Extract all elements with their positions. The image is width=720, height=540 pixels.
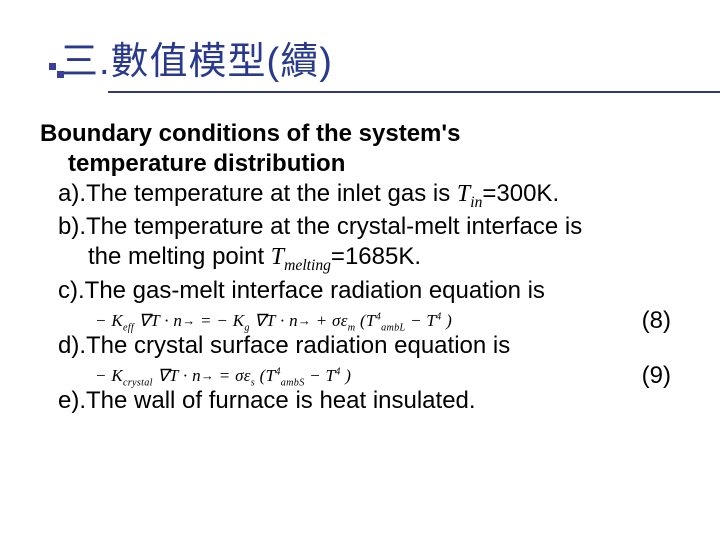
- body-heading-line1: Boundary conditions of the system's: [40, 119, 685, 149]
- eq9-m3: (T: [255, 366, 275, 385]
- item-b-line1: b).The temperature at the crystal-melt i…: [40, 212, 685, 242]
- eq8-a2: →: [298, 313, 311, 328]
- item-b-post: =1685K.: [331, 243, 421, 270]
- slide-title-block: 三.數值模型(續): [0, 0, 720, 103]
- bullet-icon: [48, 62, 66, 80]
- eq8-a1: →: [182, 313, 195, 328]
- item-b-pre: the melting point: [88, 243, 271, 270]
- eq8-m2: = − K: [196, 311, 245, 330]
- body-heading-line2: temperature distribution: [40, 149, 685, 179]
- eq8-sup1: 4: [376, 311, 381, 322]
- item-a: a).The temperature at the inlet gas is T…: [40, 179, 685, 212]
- item-a-pre: a).The temperature at the inlet gas is: [58, 180, 457, 207]
- eq9-m4: − T: [305, 366, 336, 385]
- item-a-post: =300K.: [482, 180, 559, 207]
- eq8-p1: − K: [95, 311, 123, 330]
- eq9-m5: ): [341, 366, 352, 385]
- eq8-m6: − T: [406, 311, 437, 330]
- eq8-m5: (T: [355, 311, 375, 330]
- item-b-line2: the melting point Tmelting=1685K.: [40, 242, 685, 275]
- item-a-var: T: [457, 181, 470, 207]
- eq9-a1: →: [201, 368, 214, 383]
- item-d: d).The crystal surface radiation equatio…: [40, 331, 685, 361]
- item-a-sub: in: [470, 194, 482, 211]
- eq8-m1: ∇T · n: [134, 311, 182, 330]
- eq9-p1: − K: [95, 366, 123, 385]
- eq8-m4: + σε: [311, 311, 348, 330]
- eq8-m7: ): [442, 311, 453, 330]
- eq8-m3: ∇T · n: [250, 311, 298, 330]
- item-e: e).The wall of furnace is heat insulated…: [40, 386, 685, 416]
- eq9-m1: ∇T · n: [153, 366, 201, 385]
- slide-title: 三.數值模型(續): [60, 30, 720, 85]
- eq9-m2: = σε: [214, 366, 251, 385]
- slide-body: Boundary conditions of the system's temp…: [0, 103, 720, 416]
- item-b-sub: melting: [284, 257, 331, 274]
- title-underline: [108, 91, 720, 93]
- eq9-sup1: 4: [275, 366, 280, 377]
- item-c: c).The gas-melt interface radiation equa…: [40, 276, 685, 306]
- item-b-var: T: [271, 244, 284, 270]
